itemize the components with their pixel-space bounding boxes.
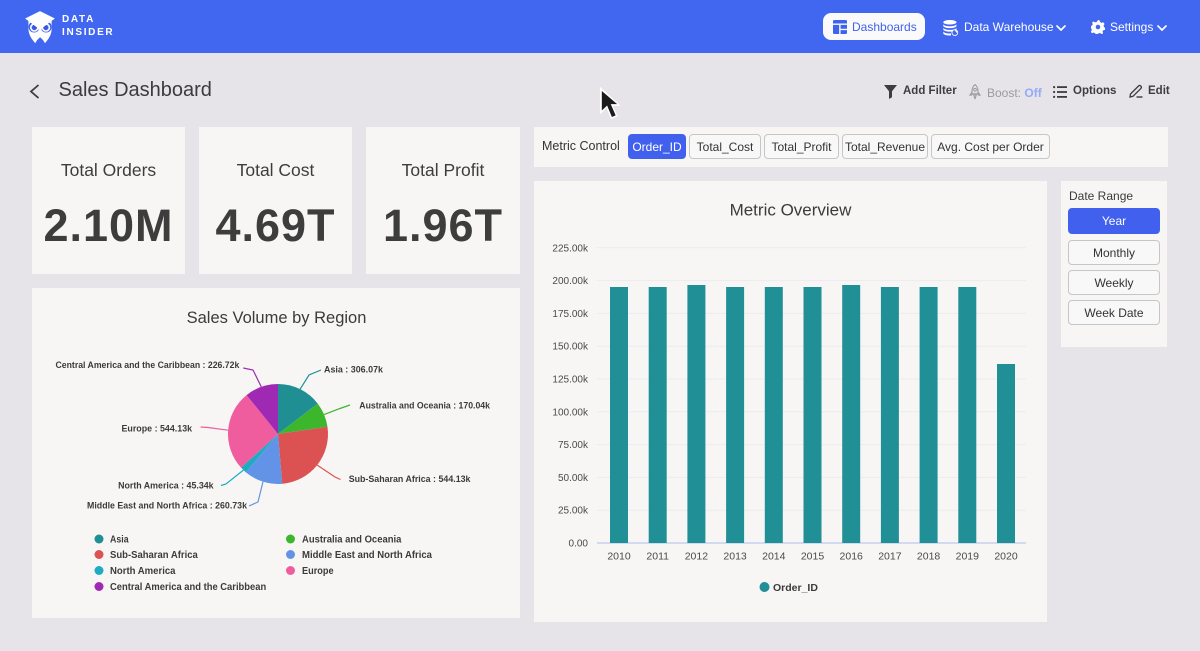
svg-text:North America: North America [110,566,176,577]
svg-text:75.00k: 75.00k [558,440,589,451]
svg-text:2015: 2015 [801,551,825,563]
svg-text:2017: 2017 [878,551,902,563]
svg-text:175.00k: 175.00k [552,309,589,320]
svg-text:Sales Volume by Region: Sales Volume by Region [187,309,367,327]
svg-text:100.00k: 100.00k [552,407,589,418]
svg-text:225.00k: 225.00k [552,243,589,254]
svg-text:North America : 45.34k: North America : 45.34k [118,480,214,491]
svg-text:Australia and Oceania : 170.04: Australia and Oceania : 170.04k [359,401,490,412]
svg-text:0.00: 0.00 [569,539,589,550]
svg-text:Australia and Oceania: Australia and Oceania [302,535,402,546]
svg-text:2019: 2019 [956,551,980,563]
svg-text:Middle East and North Africa: Middle East and North Africa [302,550,432,561]
svg-text:2014: 2014 [762,551,786,563]
svg-text:Asia : 306.07k: Asia : 306.07k [324,365,384,376]
svg-text:2018: 2018 [917,551,941,563]
svg-text:125.00k: 125.00k [552,375,589,386]
svg-text:2020: 2020 [994,551,1018,563]
svg-text:2013: 2013 [723,551,747,563]
svg-text:Sub-Saharan Africa: Sub-Saharan Africa [110,550,198,561]
svg-text:2010: 2010 [607,551,631,563]
svg-text:2012: 2012 [685,551,709,563]
svg-text:50.00k: 50.00k [558,473,589,484]
svg-text:Order_ID: Order_ID [773,582,818,594]
svg-text:2011: 2011 [646,551,669,563]
svg-text:25.00k: 25.00k [558,506,589,517]
svg-text:150.00k: 150.00k [552,342,589,353]
svg-text:Central America and the Caribb: Central America and the Caribbean : 226.… [56,360,240,371]
svg-text:Europe: Europe [302,566,334,577]
svg-text:Europe : 544.13k: Europe : 544.13k [122,424,193,435]
svg-text:Middle East and North Africa :: Middle East and North Africa : 260.73k [87,501,248,512]
svg-text:Asia: Asia [110,535,129,546]
svg-text:200.00k: 200.00k [552,276,589,287]
svg-text:Metric Overview: Metric Overview [730,201,853,220]
svg-text:Central America and the Caribb: Central America and the Caribbean [110,582,266,593]
svg-text:2016: 2016 [840,551,864,563]
svg-text:Sub-Saharan Africa : 544.13k: Sub-Saharan Africa : 544.13k [349,474,471,485]
